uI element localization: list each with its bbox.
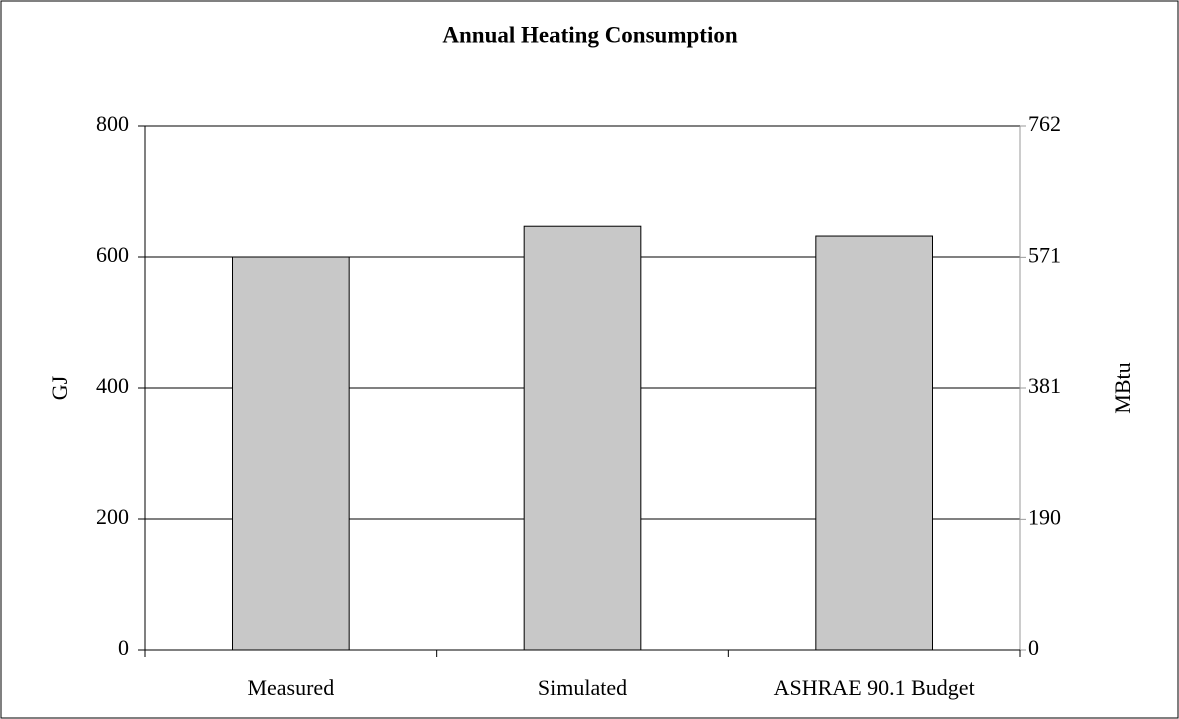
y2-tick-label: 762	[1028, 111, 1061, 136]
x-tick-label: ASHRAE 90.1 Budget	[774, 675, 975, 700]
y2-axis-label: MBtu	[1110, 362, 1135, 413]
y-tick-label: 400	[96, 373, 129, 398]
y-axis-label: GJ	[47, 375, 72, 400]
y-tick-label: 600	[96, 242, 129, 267]
x-tick-label: Measured	[247, 675, 334, 700]
chart-title: Annual Heating Consumption	[442, 22, 737, 47]
y2-tick-label: 190	[1028, 504, 1061, 529]
y2-tick-label: 0	[1028, 635, 1039, 660]
y-tick-label: 0	[118, 635, 129, 660]
x-tick-label: Simulated	[538, 675, 627, 700]
y-tick-label: 800	[96, 111, 129, 136]
y2-tick-label: 381	[1028, 373, 1061, 398]
bar	[815, 235, 933, 651]
bar	[523, 225, 642, 651]
bar	[232, 256, 350, 651]
y2-tick-label: 571	[1028, 242, 1061, 267]
y-tick-label: 200	[96, 504, 129, 529]
